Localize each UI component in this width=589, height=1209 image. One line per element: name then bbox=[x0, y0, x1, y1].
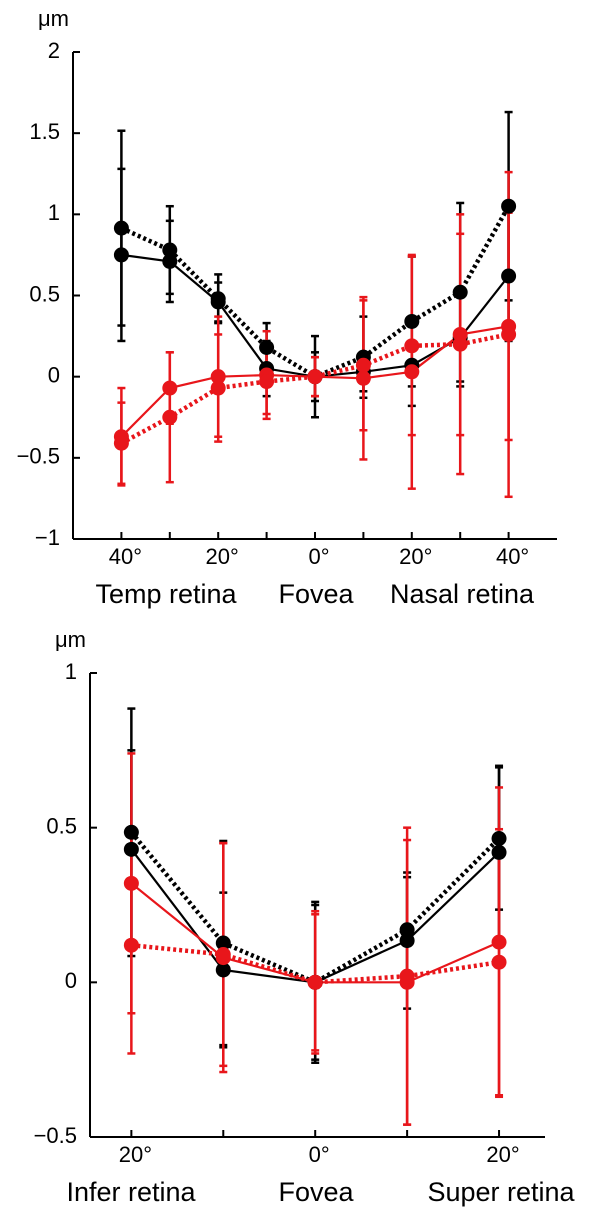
y-tick-label: 0.5 bbox=[29, 281, 60, 306]
x-tick-label: 0° bbox=[308, 544, 329, 569]
y-tick-label: −0.5 bbox=[17, 444, 60, 469]
marker bbox=[162, 380, 178, 396]
y-tick-label: −1 bbox=[35, 525, 60, 550]
marker bbox=[307, 974, 323, 990]
marker bbox=[210, 369, 226, 385]
x-tick-label: 0° bbox=[309, 1142, 330, 1167]
marker bbox=[404, 338, 420, 354]
marker bbox=[452, 336, 468, 352]
region-label: Fovea bbox=[278, 579, 354, 609]
marker bbox=[215, 962, 231, 978]
marker bbox=[399, 968, 415, 984]
region-label: Fovea bbox=[278, 1177, 354, 1207]
y-tick-label: 2 bbox=[48, 38, 60, 63]
marker bbox=[452, 284, 468, 300]
x-tick-label: 40° bbox=[109, 544, 142, 569]
region-label: Infer retina bbox=[66, 1177, 196, 1207]
y-tick-label: 0 bbox=[65, 968, 77, 993]
marker bbox=[215, 946, 231, 962]
marker bbox=[123, 937, 139, 953]
marker bbox=[113, 247, 129, 263]
x-tick-label: 20° bbox=[119, 1142, 152, 1167]
x-tick-label: 20° bbox=[399, 544, 432, 569]
y-tick-label: 0 bbox=[48, 362, 60, 387]
y-tick-label: −0.5 bbox=[34, 1123, 77, 1148]
marker bbox=[307, 369, 323, 385]
marker bbox=[491, 954, 507, 970]
region-label: Nasal retina bbox=[390, 579, 535, 609]
marker bbox=[491, 844, 507, 860]
marker bbox=[259, 339, 275, 355]
marker bbox=[259, 374, 275, 390]
y-tick-label: 1 bbox=[48, 200, 60, 225]
marker bbox=[399, 933, 415, 949]
marker bbox=[404, 313, 420, 329]
marker bbox=[113, 435, 129, 451]
x-tick-label: 40° bbox=[496, 544, 529, 569]
marker bbox=[162, 253, 178, 269]
marker bbox=[123, 841, 139, 857]
marker bbox=[404, 364, 420, 380]
marker bbox=[355, 357, 371, 373]
marker bbox=[501, 326, 517, 342]
y-axis-label: μm bbox=[38, 6, 69, 31]
marker bbox=[215, 935, 231, 951]
region-label: Temp retina bbox=[95, 579, 237, 609]
region-label: Super retina bbox=[427, 1177, 575, 1207]
marker bbox=[113, 220, 129, 236]
y-tick-label: 1.5 bbox=[29, 119, 60, 144]
x-tick-label: 20° bbox=[486, 1142, 519, 1167]
y-axis-label: μm bbox=[55, 627, 86, 652]
marker bbox=[123, 824, 139, 840]
marker bbox=[162, 409, 178, 425]
marker bbox=[123, 875, 139, 891]
series-line bbox=[120, 332, 510, 446]
marker bbox=[491, 830, 507, 846]
marker bbox=[501, 198, 517, 214]
marker bbox=[210, 294, 226, 310]
marker bbox=[399, 922, 415, 938]
marker bbox=[210, 380, 226, 396]
y-tick-label: 1 bbox=[65, 659, 77, 684]
series-line bbox=[129, 830, 501, 985]
marker bbox=[355, 370, 371, 386]
x-tick-label: 20° bbox=[206, 544, 239, 569]
marker bbox=[491, 934, 507, 950]
marker bbox=[162, 242, 178, 258]
marker bbox=[501, 268, 517, 284]
y-tick-label: 0.5 bbox=[46, 813, 77, 838]
